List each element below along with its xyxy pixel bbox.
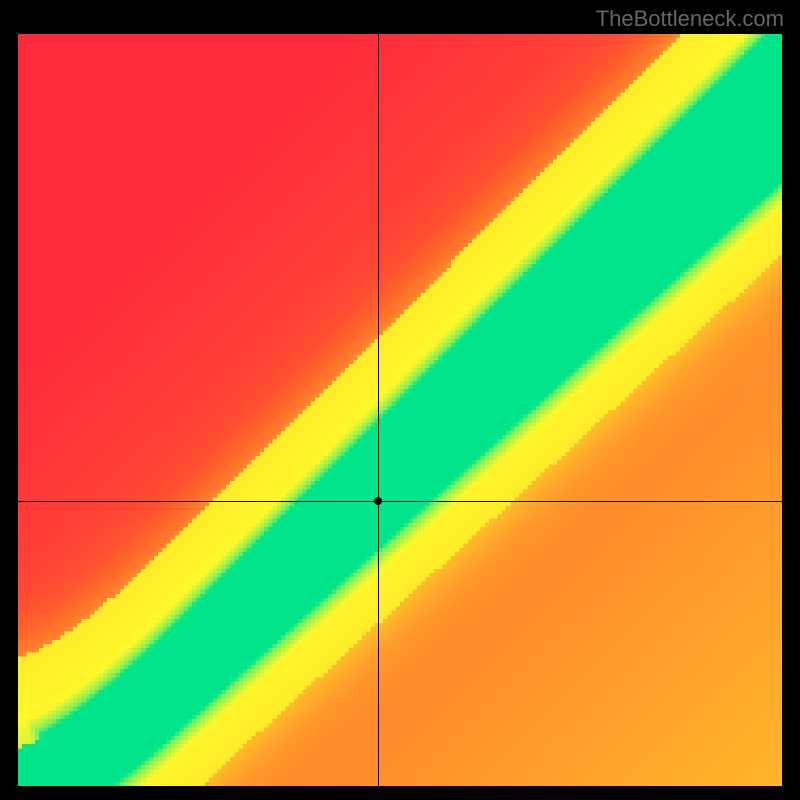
root-container: TheBottleneck.com (0, 0, 800, 800)
heatmap-canvas (18, 34, 782, 786)
crosshair-vertical (378, 34, 379, 786)
crosshair-marker-icon (374, 497, 382, 505)
crosshair-horizontal (18, 501, 782, 502)
heatmap-plot (18, 34, 782, 786)
watermark-text: TheBottleneck.com (596, 6, 784, 32)
